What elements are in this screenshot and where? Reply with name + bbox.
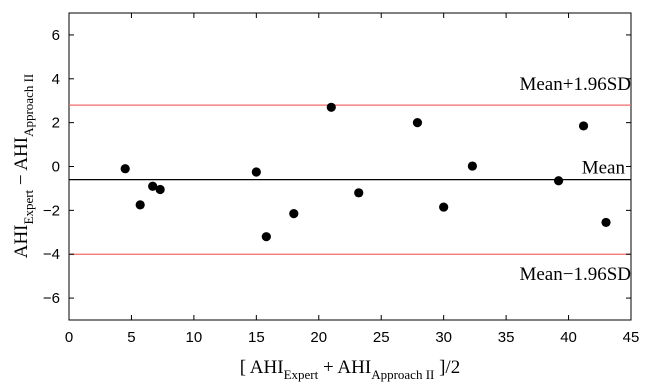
reference-line-label: Mean−1.96SD — [519, 264, 631, 285]
y-tick-label: −2 — [43, 202, 60, 219]
data-point — [135, 200, 145, 210]
x-tick-label: 35 — [498, 329, 515, 346]
x-axis-label-mid: + AHI — [318, 357, 371, 378]
data-point — [155, 184, 165, 195]
data-point — [412, 118, 423, 128]
data-point — [120, 164, 130, 174]
y-tick-label: 0 — [52, 159, 60, 176]
reference-line-labels: Mean+1.96SD Mean Mean−1.96SD — [519, 74, 631, 285]
reference-line-label: Mean — [582, 158, 626, 179]
data-points — [120, 102, 611, 242]
data-point — [354, 188, 364, 198]
data-point — [148, 181, 158, 191]
data-point — [289, 209, 299, 219]
data-point — [601, 217, 611, 228]
data-point — [439, 202, 449, 212]
x-axis-label: [ AHIExpert + AHIApproach II ]/2 — [240, 357, 460, 382]
y-tick-label: 2 — [52, 115, 60, 132]
y-axis-label-sub1: Expert — [21, 189, 36, 224]
y-axis-label: AHIExpert − AHIApproach II — [11, 74, 36, 259]
data-point — [467, 161, 477, 171]
reference-line-label: Mean+1.96SD — [519, 74, 631, 95]
data-point — [578, 121, 589, 131]
y-tick-label: 4 — [52, 71, 60, 88]
x-tick-label: 5 — [127, 329, 135, 346]
y-tick-label: −4 — [43, 246, 60, 263]
data-point — [261, 232, 271, 242]
reference-lines — [69, 104, 631, 255]
data-point — [553, 176, 564, 186]
x-axis-label-open: [ AHI — [240, 357, 284, 378]
x-axis-label-close: ]/2 — [434, 357, 460, 378]
y-tick-label: −6 — [43, 290, 60, 307]
data-point — [326, 102, 336, 112]
x-tick-label: 30 — [435, 329, 452, 346]
y-axis-label-sub2: Approach II — [21, 74, 36, 137]
x-tick-label: 20 — [310, 329, 327, 346]
y-axis-label-a: AHI — [11, 224, 32, 258]
x-axis: 0 5 10 15 20 25 30 35 40 45 — [65, 13, 640, 346]
x-axis-label-sub1: Expert — [284, 367, 319, 382]
y-axis: −6 −4 −2 0 2 4 6 — [43, 27, 631, 307]
plot-area — [68, 12, 632, 321]
x-tick-label: 40 — [560, 329, 577, 346]
x-tick-label: 0 — [65, 329, 73, 346]
data-point — [251, 167, 261, 177]
x-tick-label: 10 — [186, 329, 203, 346]
x-tick-label: 25 — [373, 329, 390, 346]
y-tick-label: 6 — [52, 27, 60, 44]
x-axis-label-sub2: Approach II — [371, 367, 434, 382]
x-tick-label: 15 — [248, 329, 265, 346]
x-tick-label: 45 — [623, 329, 640, 346]
y-axis-label-mid: − AHI — [11, 137, 32, 190]
